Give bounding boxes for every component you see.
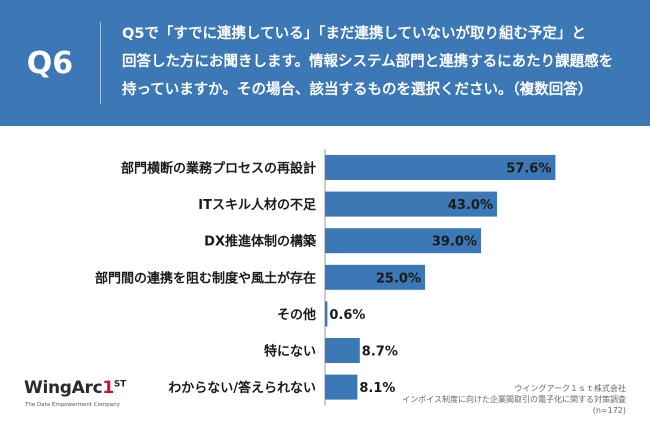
category-label-2: DX推進体制の構築 bbox=[204, 234, 317, 250]
bar-0 bbox=[325, 155, 556, 180]
logo-brand-one: 1 bbox=[102, 378, 114, 398]
value-label-4: 0.6% bbox=[329, 308, 365, 323]
logo-brand-prefix: WingArc bbox=[24, 378, 103, 398]
logo-brand-st: ST bbox=[113, 379, 126, 390]
category-label-1: ITスキル人材の不足 bbox=[198, 197, 317, 213]
category-label-5: 特にない bbox=[264, 344, 316, 360]
value-label-5: 8.7% bbox=[362, 345, 398, 360]
logo-tagline: The Data Empowerment Company bbox=[25, 402, 120, 408]
category-label-4: その他 bbox=[277, 307, 316, 323]
source-survey: インボイス制度に向けた企業間取引の電子化に関する対策調査 bbox=[402, 395, 626, 404]
category-label-0: 部門横断の業務プロセスの再設計 bbox=[121, 161, 316, 177]
bar-1 bbox=[325, 191, 497, 217]
question-number: Q6 bbox=[26, 45, 74, 81]
question-text: Q5で「すでに連携している」「まだ連携していないが取り組む予定」と 回答した方に… bbox=[122, 26, 614, 98]
value-label-6: 8.1% bbox=[359, 381, 395, 396]
header-divider bbox=[100, 22, 101, 104]
bar-chart: 部門横断の業務プロセスの再設計 57.6% ITスキル人材の不足 43.0% DX推進体… bbox=[95, 149, 556, 406]
source-company: ウイングアーク１ｓｔ株式会社 bbox=[514, 384, 626, 393]
bar-3 bbox=[325, 264, 425, 290]
value-label-3: 25.0% bbox=[376, 271, 421, 286]
value-label-2: 39.0% bbox=[432, 235, 477, 250]
bar-4 bbox=[325, 301, 328, 327]
logo-wordmark: WingArc1ST bbox=[24, 378, 126, 398]
source-note: ウイングアーク１ｓｔ株式会社 インボイス制度に向けた企業間取引の電子化に関する対… bbox=[402, 383, 626, 416]
category-label-3: 部門間の連携を阻む制度や風土が存在 bbox=[95, 270, 316, 286]
bar-5 bbox=[325, 338, 360, 363]
wingarc-logo: WingArc1ST The Data Empowerment Company bbox=[24, 374, 134, 414]
value-label-1: 43.0% bbox=[448, 198, 493, 213]
bar-2 bbox=[325, 228, 481, 254]
value-label-0: 57.6% bbox=[506, 162, 551, 177]
bar-6 bbox=[325, 374, 358, 400]
question-header: Q6 Q5で「すでに連携している」「まだ連携していないが取り組む予定」と 回答し… bbox=[0, 0, 650, 126]
category-label-6: わからない/答えられない bbox=[168, 380, 316, 396]
source-sample-size: (n=172) bbox=[592, 406, 626, 415]
